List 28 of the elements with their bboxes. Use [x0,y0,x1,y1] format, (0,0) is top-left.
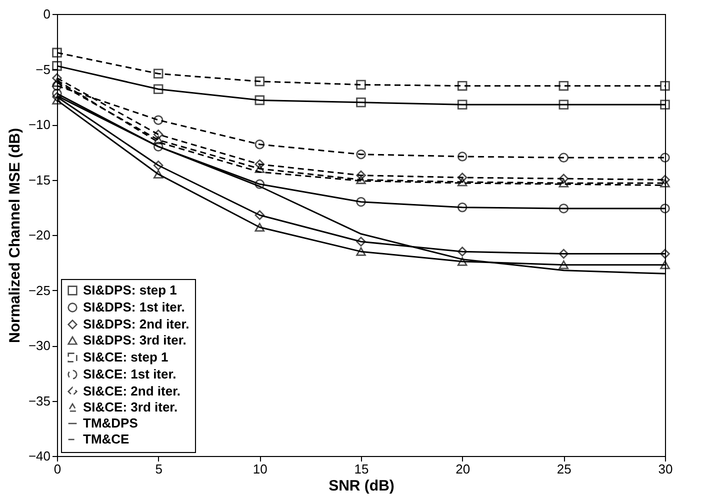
x-tick-label: 0 [54,462,62,476]
x-tick-label: 15 [354,462,369,476]
x-tick-label: 5 [155,462,162,476]
legend-label: SI&CE: 1st iter. [83,366,176,382]
legend-label: SI&CE: 3rd iter. [83,400,178,414]
y-tick-label: −35 [28,393,50,408]
y-tick-label: −5 [36,62,50,77]
y-axis-title: Normalized Channel MSE (dB) [6,128,24,344]
y-tick-label: −20 [28,228,50,242]
legend-label: SI&CE: 2nd iter. [83,384,181,398]
legend-label: TM&CE [83,432,130,446]
legend-label: SI&DPS: 3rd iter. [83,332,186,348]
legend-label: SI&DPS: 1st iter. [83,300,185,314]
y-tick-label: −40 [28,448,50,464]
legend-label: TM&DPS [83,416,138,430]
x-tick-label: 25 [556,462,572,476]
legend-label: SI&CE: step 1 [83,350,168,364]
x-axis-title: SNR (dB) [328,478,394,494]
x-tick-label: 10 [252,462,268,476]
x-tick-label: 20 [456,462,470,476]
x-tick-label: 30 [658,462,673,476]
y-tick-label: −30 [28,338,50,353]
y-tick-label: 0 [43,6,50,22]
y-tick-label: −15 [28,172,50,188]
legend-label: SI&DPS: 2nd iter. [83,316,190,332]
y-tick-label: −25 [28,282,50,298]
y-tick-label: −10 [28,117,50,132]
legend-label: SI&DPS: step 1 [83,282,177,298]
